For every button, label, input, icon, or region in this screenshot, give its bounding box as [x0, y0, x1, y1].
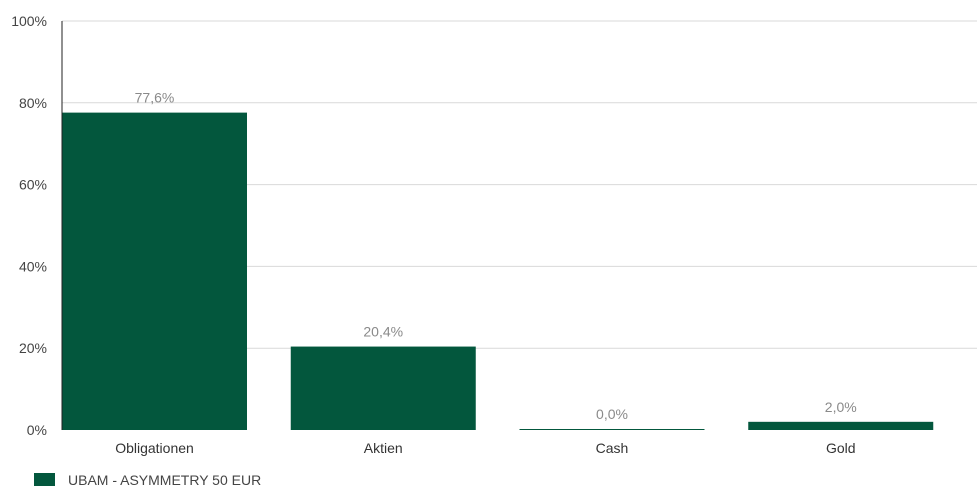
x-axis-category-labels: Obligationen Aktien Cash Gold	[115, 440, 855, 456]
y-tick-label: 20%	[19, 340, 47, 356]
y-tick-label: 0%	[27, 422, 47, 438]
data-label: 0,0%	[596, 406, 628, 422]
data-label: 20,4%	[363, 324, 403, 340]
y-tick-label: 60%	[19, 177, 47, 193]
data-label: 77,6%	[135, 90, 175, 106]
x-category-label: Gold	[826, 440, 856, 456]
bars	[62, 112, 934, 430]
legend: UBAM - ASYMMETRY 50 EUR	[34, 472, 261, 486]
bar	[519, 429, 705, 430]
y-tick-label: 40%	[19, 258, 47, 274]
bar	[290, 346, 476, 430]
x-category-label: Aktien	[364, 440, 403, 456]
x-category-label: Cash	[596, 440, 629, 456]
legend-swatch	[34, 473, 55, 486]
y-tick-label: 100%	[11, 13, 47, 29]
legend-label: UBAM - ASYMMETRY 50 EUR	[68, 472, 261, 486]
data-labels: 77,6% 20,4% 0,0% 2,0%	[135, 90, 857, 422]
data-label: 2,0%	[825, 399, 857, 415]
y-axis-tick-labels: 0% 20% 40% 60% 80% 100%	[11, 13, 47, 438]
bar	[62, 112, 247, 430]
x-category-label: Obligationen	[115, 440, 194, 456]
bar	[748, 421, 934, 430]
y-tick-label: 80%	[19, 95, 47, 111]
